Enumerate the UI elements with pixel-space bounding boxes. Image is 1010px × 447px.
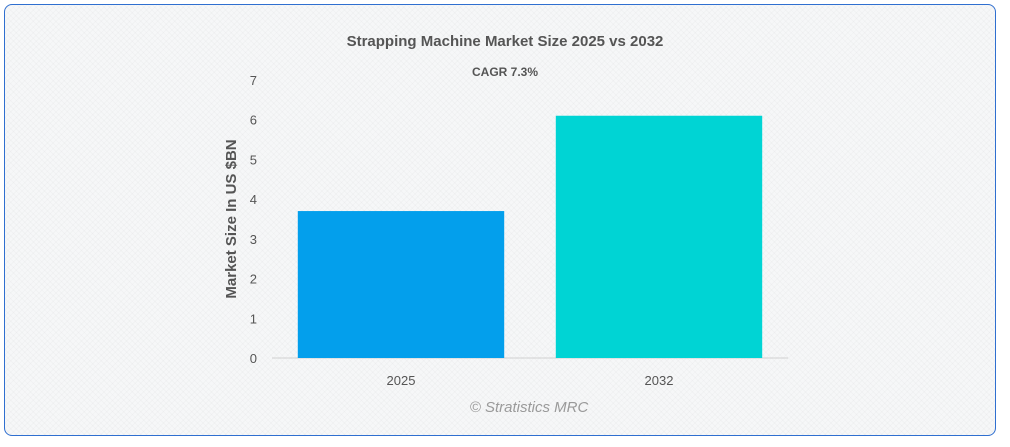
bar-2032: [555, 115, 763, 358]
bars: [297, 115, 763, 358]
y-axis-label: Market Size In US $BN: [223, 139, 240, 298]
y-tick-label: 7: [250, 73, 257, 88]
watermark: © Stratistics MRC: [470, 399, 589, 416]
y-tick-label: 5: [250, 152, 257, 167]
x-tick-label: 2032: [645, 373, 674, 388]
y-tick-label: 4: [250, 192, 257, 207]
x-tick-label: 2025: [387, 373, 416, 388]
y-tick-label: 0: [250, 351, 257, 366]
y-axis-ticks: 0 1 2 3 4 5 6 7: [250, 73, 257, 366]
y-tick-label: 1: [250, 311, 257, 326]
chart-title: Strapping Machine Market Size 2025 vs 20…: [347, 33, 664, 50]
y-tick-label: 2: [250, 272, 257, 287]
y-tick-label: 6: [250, 113, 257, 128]
x-axis-ticks: 2025 2032: [387, 373, 674, 388]
y-tick-label: 3: [250, 232, 257, 247]
bar-2025: [297, 211, 505, 358]
chart-subtitle: CAGR 7.3%: [472, 65, 538, 79]
